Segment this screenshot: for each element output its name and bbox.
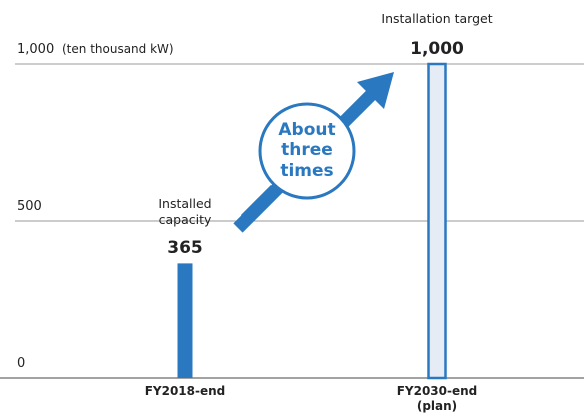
y-tick-label: 0: [17, 356, 26, 371]
x-tick-label: FY2018-end: [144, 384, 226, 398]
bar: [427, 62, 447, 380]
arrow-head: [357, 72, 394, 109]
highlight-circle: [258, 102, 356, 200]
y-tick-label: 1,000: [17, 42, 55, 57]
y-tick-label: 500: [17, 199, 42, 214]
annotation: About three times: [278, 120, 336, 181]
annotation: Installation target: [381, 11, 493, 26]
y-unit: (ten thousand kW): [62, 42, 174, 56]
annotation: Installed capacity: [158, 196, 212, 227]
value-label: 365: [167, 238, 203, 259]
magnifier-handle: [240, 184, 274, 218]
x-tick-label: FY2030-end (plan): [396, 384, 478, 413]
bar: [177, 263, 193, 378]
value-label: 1,000: [410, 39, 464, 59]
